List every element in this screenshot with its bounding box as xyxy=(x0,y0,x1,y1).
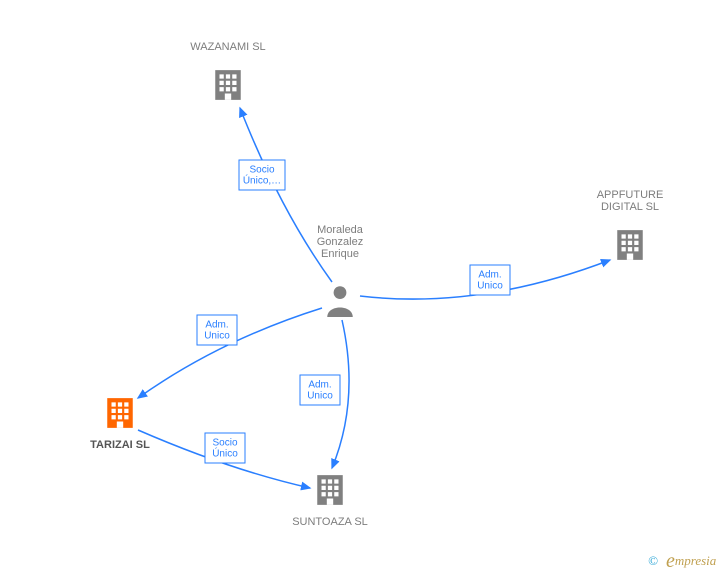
node-wazanami[interactable]: WAZANAMI SL xyxy=(190,41,265,100)
node-label: WAZANAMI SL xyxy=(190,41,265,53)
building-icon xyxy=(107,398,133,428)
building-icon xyxy=(617,230,643,260)
edge-label-tarizai-suntoaza: SocioÚnico xyxy=(205,433,245,463)
node-label: SUNTOAZA SL xyxy=(292,516,368,528)
network-diagram: SocioÚnico,… Adm.Unico Adm.Unico Adm.Unico S… xyxy=(0,0,728,575)
edge-center_person-wazanami xyxy=(240,108,332,282)
building-icon xyxy=(215,70,241,100)
edges-layer xyxy=(138,108,610,488)
svg-text:Adm.Unico: Adm.Unico xyxy=(204,320,230,342)
edge-label-center_person-suntoaza: Adm.Unico xyxy=(300,375,340,405)
svg-text:Adm.Unico: Adm.Unico xyxy=(477,270,503,292)
building-icon xyxy=(317,475,343,505)
node-label: TARIZAI SL xyxy=(90,439,150,451)
person-icon xyxy=(327,286,353,317)
edge-label-center_person-tarizai: Adm.Unico xyxy=(197,315,237,345)
svg-text:SocioÚnico: SocioÚnico xyxy=(212,438,238,460)
watermark-text: empresia xyxy=(666,550,717,572)
svg-text:Adm.Unico: Adm.Unico xyxy=(307,380,333,402)
edge-labels-layer: SocioÚnico,… Adm.Unico Adm.Unico Adm.Unico S… xyxy=(197,160,510,463)
node-label: APPFUTUREDIGITAL SL xyxy=(597,189,664,213)
node-label: MoraledaGonzalezEnrique xyxy=(317,224,364,260)
watermark: © empresia xyxy=(648,550,717,572)
node-suntoaza[interactable]: SUNTOAZA SL xyxy=(292,475,368,528)
nodes-layer: MoraledaGonzalezEnrique WAZANAMI SL APPFUT… xyxy=(90,41,663,528)
watermark-copyright: © xyxy=(648,553,658,568)
edge-label-center_person-appfuture: Adm.Unico xyxy=(470,265,510,295)
edge-label-center_person-wazanami: SocioÚnico,… xyxy=(239,160,285,190)
node-tarizai[interactable]: TARIZAI SL xyxy=(90,398,150,451)
node-appfuture[interactable]: APPFUTUREDIGITAL SL xyxy=(597,189,664,260)
